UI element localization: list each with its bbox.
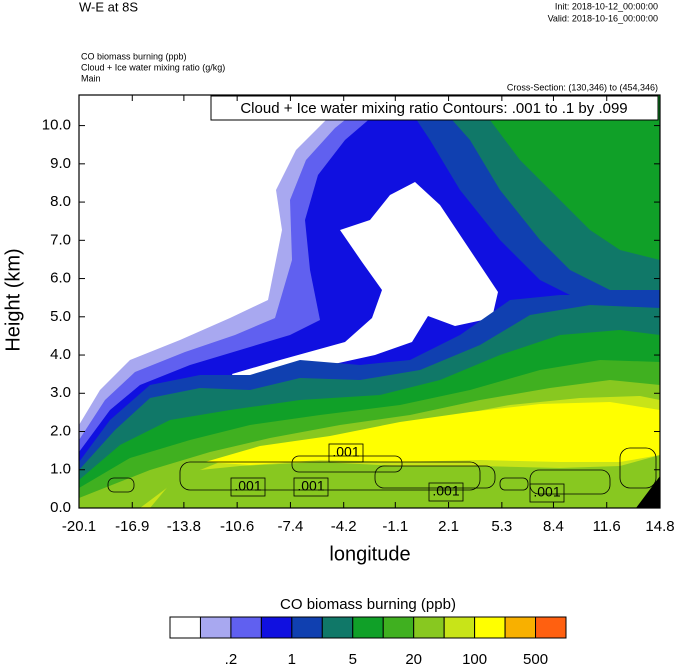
y-tick-label: 7.0 <box>50 231 71 248</box>
field-line: Cloud + Ice water mixing ratio (g/kg) <box>81 62 225 72</box>
y-tick-label: 5.0 <box>50 308 71 325</box>
cross-section: Cross-Section: (130,346) to (454,346) <box>507 82 658 92</box>
colorbar-swatch <box>352 616 384 639</box>
colorbar-swatch <box>382 616 415 639</box>
valid-time: Valid: 2018-10-16_00:00:00 <box>548 13 658 23</box>
colorbar-label: 20 <box>405 651 422 667</box>
y-axis-label: Height (km) <box>2 248 24 351</box>
colorbar-label: 5 <box>349 651 357 667</box>
contour-line <box>291 455 403 473</box>
init-time: Init: 2018-10-12_00:00:00 <box>555 1 658 11</box>
colorbar-label: 100 <box>462 651 487 667</box>
x-tick-label: 8.4 <box>543 518 564 535</box>
contour-line <box>499 477 529 491</box>
x-tick-label: -4.2 <box>331 518 357 535</box>
colorbar-swatch <box>230 616 262 639</box>
y-tick-label: 4.0 <box>50 346 71 363</box>
x-tick-label: 5.3 <box>491 518 512 535</box>
x-tick-label: 2.1 <box>438 518 459 535</box>
colorbar-swatch <box>413 616 445 639</box>
contour-fill <box>79 95 660 508</box>
fill-region <box>150 455 660 508</box>
x-tick-label: -16.9 <box>115 518 149 535</box>
contour-info: Cloud + Ice water mixing ratio Contours:… <box>240 100 627 117</box>
x-tick-label: -20.1 <box>62 518 96 535</box>
colorbar-swatch <box>443 616 476 639</box>
colorbar-swatch <box>169 616 201 639</box>
colorbar-swatch <box>199 616 232 639</box>
y-tick-label: 10.0 <box>42 117 71 134</box>
fill-region <box>460 95 660 260</box>
colorbar-swatch <box>260 616 293 639</box>
y-tick-label: 1.0 <box>50 461 71 478</box>
contour-label: .001 <box>432 483 459 499</box>
colorbar-swatch <box>504 616 537 639</box>
contour-label: .001 <box>332 444 359 460</box>
colorbar-swatch <box>474 616 506 639</box>
colorbar-swatch <box>535 616 567 639</box>
colorbar-label: 500 <box>523 651 548 667</box>
colorbar-label: .2 <box>225 651 238 667</box>
contour-label: .001 <box>533 484 560 500</box>
contour-label: .001 <box>297 478 324 494</box>
y-tick-label: 2.0 <box>50 422 71 439</box>
y-tick-label: 8.0 <box>50 193 71 210</box>
plot-frame <box>78 94 661 509</box>
contour-line <box>619 447 657 489</box>
colorbar-swatch <box>321 616 354 639</box>
field-line: CO biomass burning (ppb) <box>81 51 187 61</box>
x-tick-label: -1.1 <box>382 518 408 535</box>
x-tick-label: -7.4 <box>277 518 303 535</box>
x-tick-label: 11.6 <box>593 518 621 535</box>
x-axis-label: longitude <box>329 543 410 565</box>
x-tick-label: -13.8 <box>167 518 201 535</box>
colorbar-swatch <box>291 616 323 639</box>
contour-label-box <box>328 443 364 463</box>
contour-line <box>374 465 496 489</box>
y-tick-label: 0.0 <box>50 499 71 516</box>
y-tick-label: 9.0 <box>50 155 71 172</box>
chart-title: W-E at 8S <box>79 0 138 14</box>
colorbar-label: 1 <box>288 651 296 667</box>
y-tick-label: 6.0 <box>50 270 71 287</box>
contour-label-box <box>293 477 329 497</box>
x-tick-label: -10.6 <box>220 518 254 535</box>
y-tick-label: 3.0 <box>50 384 71 401</box>
field-line: Main <box>81 73 101 83</box>
colorbar-title: CO biomass burning (ppb) <box>280 596 456 613</box>
contour-label: .001 <box>234 478 261 494</box>
contour-label-box <box>529 483 565 503</box>
contour-label-box <box>428 482 464 502</box>
contour-info-box <box>210 95 659 121</box>
fill-region <box>232 182 498 388</box>
contour-line <box>107 477 135 493</box>
x-tick-label: 14.8 <box>645 518 674 535</box>
fill-region <box>205 402 660 465</box>
contour-line <box>529 469 611 495</box>
contour-label-box <box>230 477 266 497</box>
